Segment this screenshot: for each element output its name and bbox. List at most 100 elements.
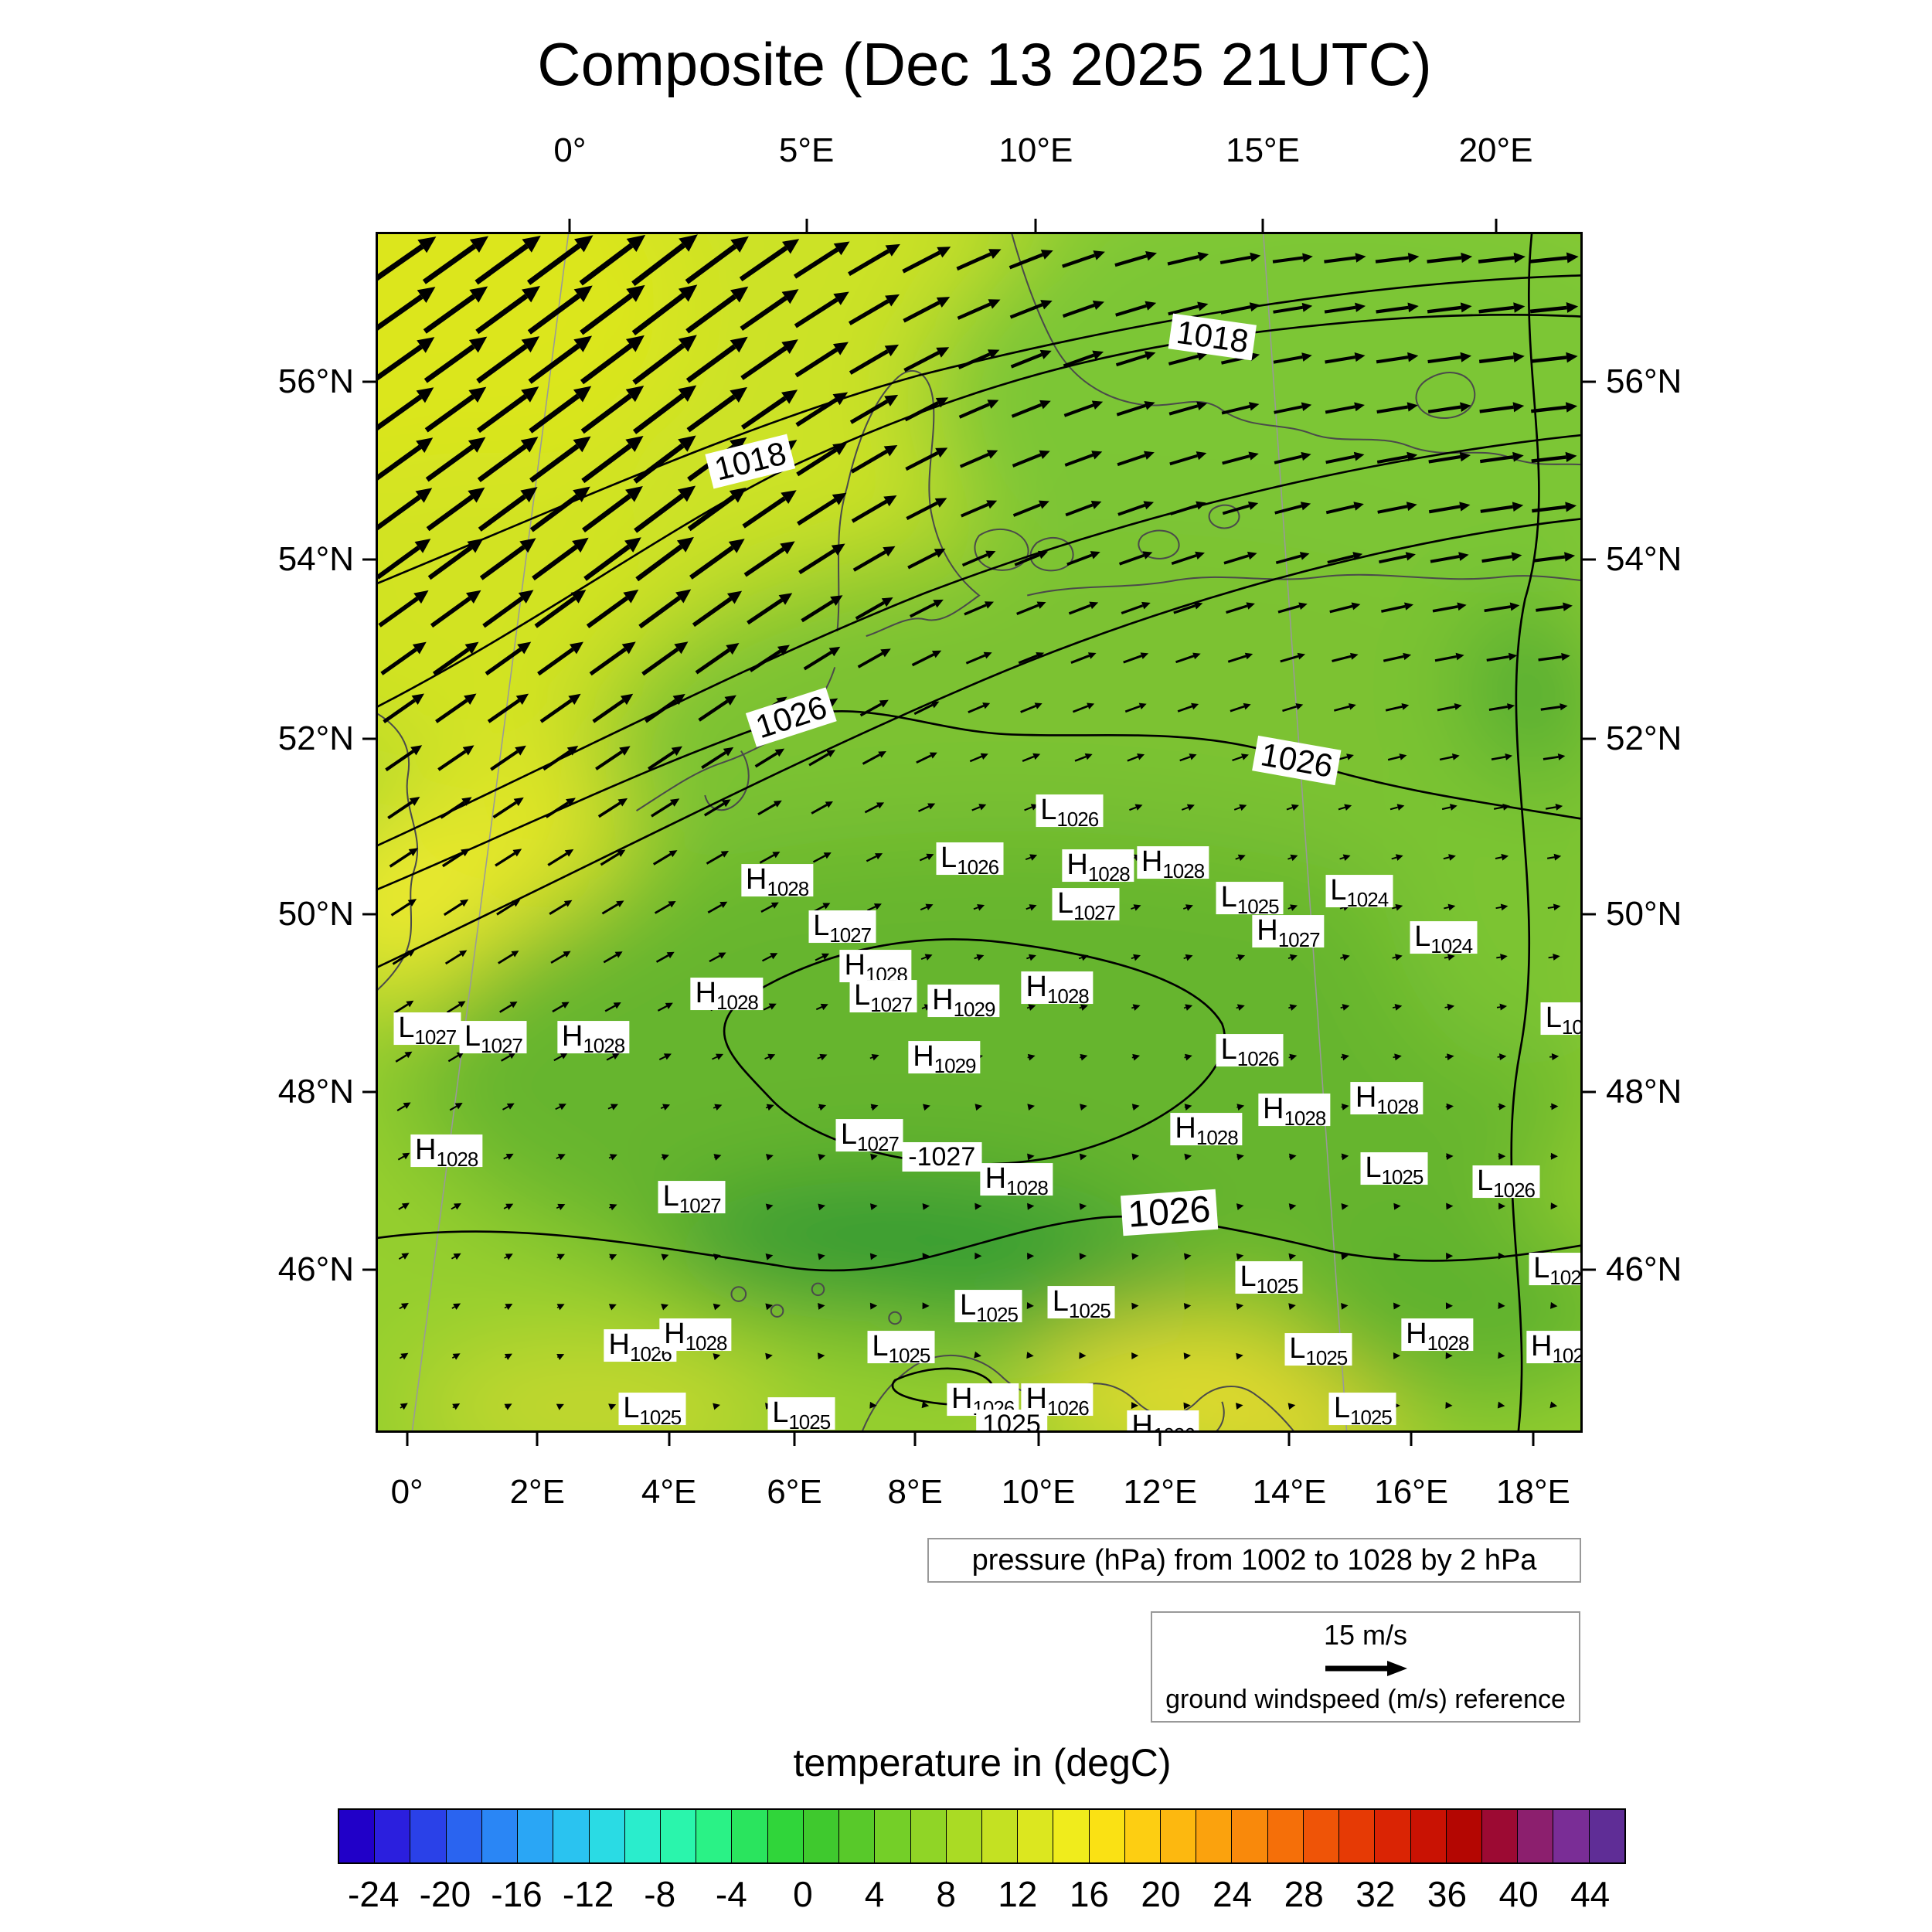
isobar-label-1026: 1026 [1120, 1189, 1218, 1236]
isobar-label-1026: 1026 [746, 687, 838, 748]
axis-tick-label: 4°E [641, 1473, 697, 1511]
colorbar-cell [553, 1810, 590, 1862]
pressure-center-label-l1025: L1025 [1328, 1393, 1396, 1428]
pressure-center-label-h1028: H1028 [1136, 845, 1209, 881]
pressure-center-label-l1027: L1027 [658, 1181, 726, 1216]
colorbar-cell [696, 1810, 733, 1862]
pressure-center-label-h1028: H1028 [556, 1020, 630, 1056]
axis-tick-label: 18°E [1496, 1473, 1570, 1511]
axis-top-longitude-labels: 0° 5°E 10°E 15°E 20°E [376, 128, 1583, 170]
colorbar-cell [1518, 1810, 1554, 1862]
colorbar-tick-label: 28 [1284, 1874, 1324, 1914]
axis-tick-label: 54°N [1606, 540, 1682, 579]
colorbar-tick-label: 24 [1213, 1874, 1253, 1914]
colorbar-cell [660, 1810, 697, 1862]
axis-tick-label: 16°E [1374, 1473, 1449, 1511]
pressure-center-label-l1025: L1025 [1360, 1152, 1428, 1188]
axis-right-ticks [1583, 232, 1596, 1433]
pressure-center-label-h1028: H1028 [1258, 1094, 1331, 1129]
colorbar-tick-label: 4 [864, 1874, 885, 1914]
axis-tick-mark [1583, 1090, 1596, 1094]
map-plot-area: L1026 L1026 H1028 H1028 H1028 L1025 L1024 L1027… [376, 232, 1583, 1433]
colorbar-cell [1124, 1810, 1162, 1862]
colorbar-tick-label: -16 [491, 1874, 543, 1914]
colorbar-tick-label: 20 [1141, 1874, 1181, 1914]
axis-tick-mark [406, 1433, 409, 1446]
pressure-center-overlay: L1026 L1026 H1028 H1028 H1028 L1025 L1024 L1027… [378, 234, 1580, 1430]
chart-title: Composite (Dec 13 2025 21UTC) [537, 30, 1432, 98]
axis-tick-mark [362, 737, 376, 740]
pressure-center-label-l1026: L1026 [1540, 1002, 1580, 1038]
axis-tick-mark [1583, 737, 1596, 740]
axis-tick-mark [362, 1268, 376, 1271]
colorbar-cell [1410, 1810, 1447, 1862]
colorbar-tick-label: -12 [562, 1874, 614, 1914]
pressure-center-label-h1028: H1028 [1350, 1081, 1423, 1117]
pressure-center-label-l1025: L1025 [767, 1397, 835, 1430]
wind-ref-arrow-icon [1325, 1660, 1407, 1676]
axis-tick-mark [1261, 219, 1264, 232]
pressure-center-label-l1027: L1027 [459, 1020, 527, 1056]
axis-tick-label: 15°E [1226, 131, 1301, 169]
temperature-colorbar [338, 1808, 1626, 1864]
pressure-center-label-h1028: H1028 [1170, 1112, 1243, 1148]
wind-reference-legend: 15 m/s ground windspeed (m/s) reference [1151, 1611, 1580, 1723]
colorbar-tick-label: -24 [348, 1874, 400, 1914]
axis-tick-label: 10°E [998, 131, 1073, 169]
pressure-center-label-l1026: L1026 [1472, 1165, 1540, 1201]
pressure-center-label-l1025: L1025 [1235, 1260, 1303, 1297]
pressure-center-label-h1026: H1026 [1127, 1410, 1199, 1430]
pressure-center-label-l1025: L1025 [618, 1393, 686, 1428]
pressure-center-label-h1028: H1028 [980, 1162, 1053, 1199]
colorbar-cell [1482, 1810, 1519, 1862]
colorbar-cell [375, 1810, 411, 1862]
colorbar-cell [803, 1810, 840, 1862]
colorbar-tick-label: -8 [644, 1874, 676, 1914]
colorbar-tick-label: 44 [1570, 1874, 1611, 1914]
pressure-center-label-h1028: H1028 [690, 978, 763, 1013]
pressure-center-label-h1028: H1028 [1401, 1318, 1474, 1354]
colorbar-cell [910, 1810, 947, 1862]
colorbar-cell [1267, 1810, 1304, 1862]
axis-tick-mark [1583, 558, 1596, 561]
isobar-label-1027: -1027 [902, 1141, 982, 1172]
axis-tick-mark [793, 1433, 796, 1446]
colorbar-cell [589, 1810, 625, 1862]
pressure-center-label-h1027: H1027 [1252, 915, 1325, 951]
axis-tick-mark [1583, 913, 1596, 916]
colorbar-cell [481, 1810, 519, 1862]
axis-tick-mark [668, 1433, 671, 1446]
pressure-center-label-l1026: L1026 [936, 842, 1004, 878]
wind-vector-layer [378, 234, 1579, 1410]
colorbar-tick-label: 40 [1498, 1874, 1539, 1914]
pressure-center-label-h1028: H1028 [1021, 971, 1094, 1007]
axis-tick-label: 54°N [277, 540, 354, 579]
axis-tick-mark [1495, 219, 1498, 232]
axis-tick-label: 48°N [277, 1072, 354, 1111]
axis-tick-mark [1037, 1433, 1040, 1446]
pressure-center-label-l1027: L1027 [835, 1118, 903, 1154]
axis-tick-label: 8°E [887, 1473, 943, 1511]
colorbar-cell [1089, 1810, 1125, 1862]
axis-tick-label: 2°E [509, 1473, 566, 1511]
colorbar-tick-label: -20 [419, 1874, 471, 1914]
colorbar-cell [839, 1810, 876, 1862]
pressure-center-label-l1025: L1025 [867, 1330, 935, 1366]
colorbar-tick-label: 36 [1427, 1874, 1468, 1914]
pressure-center-label-l1026: L1026 [1036, 794, 1104, 830]
pressure-center-label-h1029: H1029 [927, 985, 1000, 1020]
axis-tick-label: 12°E [1123, 1473, 1198, 1511]
pressure-center-label-l1024: L1024 [1325, 874, 1393, 910]
colorbar-cell [1303, 1810, 1340, 1862]
colorbar-cell [1161, 1810, 1197, 1862]
axis-tick-mark [1287, 1433, 1291, 1446]
colorbar-cell [767, 1810, 804, 1862]
axis-bottom-ticks [376, 1433, 1583, 1446]
pressure-center-label-h1028: H1028 [740, 863, 814, 900]
axis-tick-mark [362, 913, 376, 916]
axis-top-ticks [376, 219, 1583, 232]
axis-tick-mark [362, 380, 376, 383]
axis-tick-mark [1034, 219, 1037, 232]
pressure-center-label-l1025: L1025 [1284, 1332, 1352, 1368]
